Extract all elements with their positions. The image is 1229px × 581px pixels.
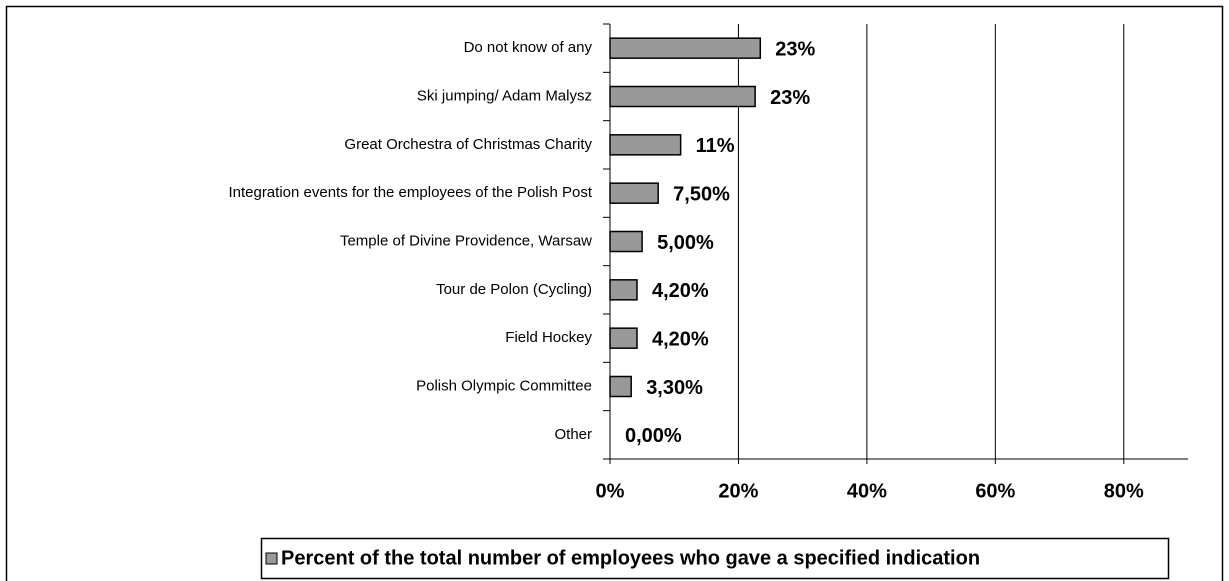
x-tick-label: 80% bbox=[1104, 480, 1144, 502]
bar bbox=[609, 85, 756, 108]
value-label: 7,50% bbox=[673, 183, 730, 205]
value-label: 23% bbox=[775, 38, 815, 60]
category-label: Tour de Polon (Cycling) bbox=[436, 281, 592, 298]
value-label: 3,30% bbox=[646, 377, 703, 399]
value-label: 11% bbox=[696, 135, 735, 157]
bar bbox=[609, 182, 659, 204]
legend-label: Percent of the total number of employees… bbox=[281, 547, 980, 569]
value-label: 0,00% bbox=[625, 425, 682, 447]
category-label: Ski jumping/ Adam Malysz bbox=[417, 87, 592, 104]
category-label: Field Hockey bbox=[505, 329, 592, 346]
x-tick-label: 0% bbox=[596, 480, 625, 502]
legend-swatch bbox=[265, 552, 278, 565]
category-label: Great Orchestra of Christmas Charity bbox=[344, 136, 592, 153]
category-label: Do not know of any bbox=[464, 39, 593, 56]
bar bbox=[609, 37, 762, 59]
bar bbox=[609, 327, 638, 349]
legend-box bbox=[260, 537, 1170, 580]
value-label: 4,20% bbox=[652, 280, 709, 302]
category-label: Polish Olympic Committee bbox=[416, 377, 592, 394]
value-label: 4,20% bbox=[652, 328, 709, 350]
bar bbox=[609, 279, 638, 301]
bar bbox=[609, 134, 682, 156]
bar bbox=[609, 375, 632, 398]
value-label: 5,00% bbox=[657, 232, 714, 254]
x-tick-label: 40% bbox=[847, 480, 887, 502]
category-label: Temple of Divine Providence, Warsaw bbox=[340, 232, 592, 249]
value-label: 23% bbox=[770, 87, 810, 109]
x-tick-label: 20% bbox=[718, 480, 758, 502]
category-label: Other bbox=[554, 426, 592, 443]
bar bbox=[609, 230, 643, 253]
x-tick-label: 60% bbox=[975, 480, 1015, 502]
category-label: Integration events for the employees of … bbox=[228, 184, 592, 201]
chart-border bbox=[5, 5, 1224, 581]
